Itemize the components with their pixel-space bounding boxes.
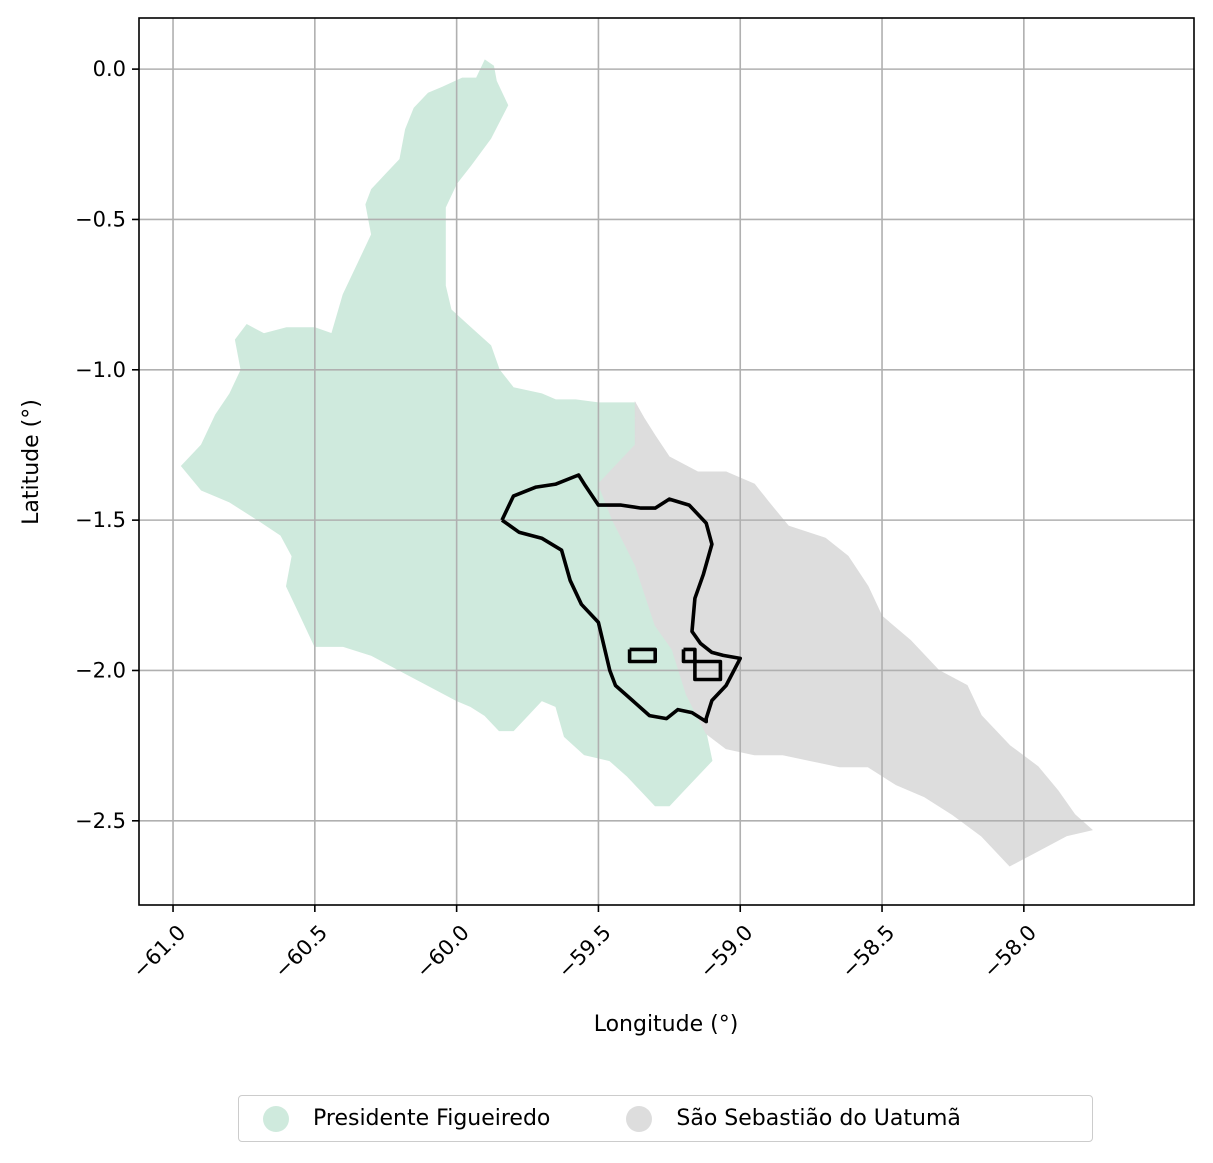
legend-marker <box>626 1105 653 1132</box>
legend-label: São Sebastião do Uatumã <box>676 1106 961 1131</box>
legend-marker <box>263 1105 289 1132</box>
grid-layer <box>139 18 1194 905</box>
y-tick-label: −1.5 <box>75 508 126 532</box>
x-tick-label: −60.5 <box>270 920 332 982</box>
x-tick-label: −59.0 <box>695 920 757 982</box>
study-area-outline <box>500 473 743 724</box>
y-tick-label: 0.0 <box>93 57 126 81</box>
y-axis-label: Latitude (°) <box>19 399 44 525</box>
region-presidente-figueiredo <box>180 59 713 807</box>
outline-box <box>627 647 658 664</box>
legend-item-sao-sebastiao-do-uatuma: São Sebastião do Uatumã <box>626 1105 961 1132</box>
x-tick-label: −61.0 <box>128 920 190 982</box>
region-sao-sebastiao-do-uatuma <box>597 401 1093 867</box>
legend-label: Presidente Figueiredo <box>313 1106 551 1131</box>
x-axis-label: Longitude (°) <box>594 1012 739 1037</box>
legend-item-presidente-figueiredo: Presidente Figueiredo <box>263 1105 551 1132</box>
y-tick-label: −2.5 <box>75 809 126 833</box>
y-tick-label: −2.0 <box>75 658 126 682</box>
x-tick-label: −58.5 <box>837 920 899 982</box>
outline-layer <box>500 473 743 724</box>
regions-layer <box>180 59 1093 867</box>
plot-frame <box>138 17 1195 906</box>
x-tick-label: −60.0 <box>411 920 473 982</box>
x-tick-label: −59.5 <box>553 920 615 982</box>
y-tick-label: −1.0 <box>75 358 126 382</box>
x-tick-label: −58.0 <box>979 920 1041 982</box>
legend: Presidente Figueiredo São Sebastião do U… <box>238 1095 1093 1142</box>
outline-box <box>693 659 723 682</box>
y-tick-label: −0.5 <box>75 207 126 231</box>
